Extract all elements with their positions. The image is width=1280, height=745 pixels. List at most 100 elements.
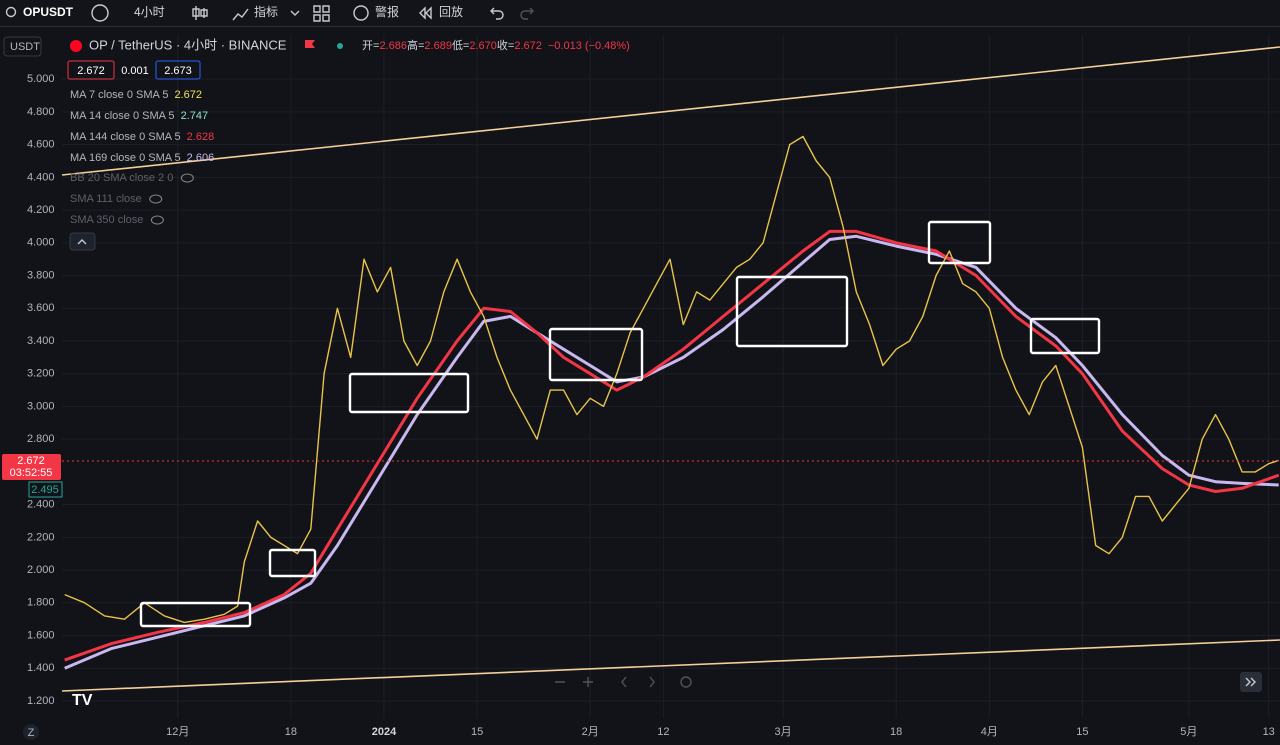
indicator: MA 14 close 0 SMA 5 2.747 (70, 110, 208, 122)
price: 2.672 (17, 455, 45, 467)
toolbar (0, 0, 1280, 26)
symbol[interactable]: OPUSDT (23, 5, 74, 19)
annotation-boxes (139, 220, 1101, 628)
interval[interactable]: 4小时 (134, 5, 165, 19)
y-tick-label: 3.800 (27, 269, 55, 281)
indicator-value: 2.606 (187, 152, 215, 164)
y-tick-label: 1.400 (27, 662, 55, 674)
ma-price: 2.495 (31, 484, 59, 496)
symbol-logo (70, 40, 82, 52)
trend-line (61, 639, 1280, 692)
x-tick-label: 3月 (775, 726, 792, 738)
status-dot (337, 43, 343, 49)
visibility-icon[interactable] (149, 194, 163, 204)
y-tick-label: 2.200 (27, 531, 55, 543)
alert[interactable]: 警报 (375, 4, 399, 19)
y-tick-label: 3.200 (27, 368, 55, 380)
alert-icon[interactable] (353, 5, 369, 21)
y-tick-label: 1.600 (27, 629, 55, 641)
y-tick-label: 4.200 (27, 204, 55, 216)
x-tick-label: 12 (657, 726, 669, 738)
y-tick-label: 1.800 (27, 597, 55, 609)
y-tick-label: 3.400 (27, 335, 55, 347)
legend-title: OP / TetherUS · 4小时 · BINANCE (89, 37, 287, 52)
y-tick-label: 4.400 (27, 171, 55, 183)
y-tick-label: 3.600 (27, 302, 55, 314)
collapse-legend[interactable] (69, 232, 96, 251)
y-tick-label: 4.800 (27, 106, 55, 118)
ohlc-value: 2.686 (379, 40, 407, 52)
x-tick-label: 18 (890, 726, 902, 738)
ohlc-label: 低= (452, 39, 469, 52)
ask[interactable]: 2.673 (164, 65, 192, 77)
series-line (64, 234, 1279, 670)
redo[interactable] (520, 7, 534, 20)
hidden-indicator: BB 20 SMA close 2 0 (70, 172, 173, 184)
scroll-right[interactable] (1240, 672, 1262, 692)
trend-line (61, 46, 1280, 176)
bid-box[interactable] (67, 60, 115, 80)
hidden-indicator: SMA 111 close (70, 193, 142, 205)
ohlc-value: 2.672 (514, 40, 542, 52)
scroll-icon[interactable] (1245, 677, 1256, 687)
layout[interactable] (313, 5, 330, 22)
bid[interactable]: 2.672 (77, 65, 105, 77)
price-badge (2, 454, 61, 480)
visibility-icon[interactable] (150, 215, 164, 225)
y-tick-label: 1.200 (27, 695, 55, 707)
search-icon[interactable] (5, 6, 17, 18)
series-line (64, 135, 1279, 624)
add-symbol[interactable] (91, 4, 109, 22)
spread: 0.001 (121, 65, 149, 77)
indicator-label: MA 144 close 0 SMA 5 (70, 131, 181, 143)
indicators-icon[interactable] (232, 8, 249, 21)
x-tick-label: 13 (1263, 726, 1275, 738)
x-tick-label: 4月 (981, 726, 998, 738)
ohlc-label: 收= (497, 38, 514, 52)
ask-box[interactable] (155, 60, 201, 80)
y-tick-label: 5.000 (27, 73, 55, 85)
chevron[interactable] (290, 10, 300, 16)
indicator-value: 2.672 (174, 89, 202, 101)
y-tick-label: 3.000 (27, 400, 55, 412)
ohlc-value: 2.670 (469, 40, 497, 52)
y-tick-label: 2.400 (27, 499, 55, 511)
ohlc-value: 2.689 (424, 40, 452, 52)
chart-type[interactable] (192, 6, 208, 20)
ohlc: 开=2.686高=2.689低=2.670收=2.672 −0.013 (−0.4… (362, 38, 630, 52)
x-tick-label: 12月 (166, 726, 189, 738)
flag[interactable] (305, 40, 315, 48)
y-tick-label: 2.000 (27, 564, 55, 576)
currency-box[interactable] (3, 36, 42, 57)
ohlc-change: −0.013 (−0.48%) (548, 40, 630, 52)
replay[interactable]: 回放 (439, 4, 463, 19)
replay-icon[interactable] (419, 6, 432, 20)
ohlc-label: 开= (362, 40, 379, 52)
y-tick-label: 4.000 (27, 237, 55, 249)
collapse-icon[interactable] (77, 239, 87, 245)
ma-badge (28, 481, 63, 498)
countdown: 03:52:55 (10, 467, 53, 479)
indicator-label: MA 7 close 0 SMA 5 (70, 89, 168, 101)
x-tick-label: 5月 (1180, 726, 1197, 738)
x-tick-label: 15 (1076, 726, 1088, 738)
visibility-icon[interactable] (180, 173, 194, 183)
x-tick-label: 2月 (582, 726, 599, 738)
nav-buttons[interactable] (555, 676, 692, 688)
y-tick-label: 2.800 (27, 433, 55, 445)
x-tick-label: 2024 (372, 726, 397, 738)
ohlc-label: 高= (407, 38, 424, 52)
currency[interactable]: USDT (10, 41, 40, 53)
indicator: MA 169 close 0 SMA 5 2.606 (70, 152, 214, 164)
indicator-label: MA 169 close 0 SMA 5 (70, 152, 181, 164)
corner-button[interactable]: Z (28, 727, 35, 739)
hidden-indicator: SMA 350 close (70, 214, 143, 226)
logo: TV (72, 692, 93, 709)
undo[interactable] (490, 7, 504, 20)
y-tick-label: 4.600 (27, 139, 55, 151)
indicators[interactable]: 指标 (254, 4, 278, 19)
x-tick-label: 15 (471, 726, 483, 738)
indicator-value: 2.628 (187, 131, 215, 143)
zoom-button[interactable] (23, 724, 39, 740)
